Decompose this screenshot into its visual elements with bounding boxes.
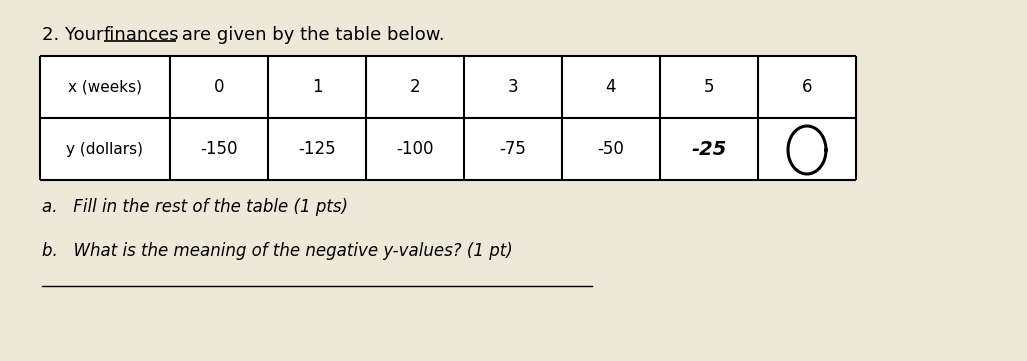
Text: b.   What is the meaning of the negative y-values? (1 pt): b. What is the meaning of the negative y… (42, 242, 512, 260)
Text: x (weeks): x (weeks) (68, 79, 142, 95)
Text: a.   Fill in the rest of the table (1 pts): a. Fill in the rest of the table (1 pts) (42, 198, 348, 216)
Text: 2: 2 (410, 78, 420, 96)
Text: -75: -75 (499, 140, 527, 158)
Text: 3: 3 (507, 78, 519, 96)
Text: finances: finances (104, 26, 180, 44)
Text: 4: 4 (606, 78, 616, 96)
Text: -125: -125 (298, 140, 336, 158)
Text: 5: 5 (703, 78, 714, 96)
Text: 0: 0 (214, 78, 224, 96)
Text: -150: -150 (200, 140, 237, 158)
Text: -25: -25 (691, 139, 727, 158)
Text: y (dollars): y (dollars) (67, 142, 144, 157)
Text: -100: -100 (396, 140, 433, 158)
Text: 6: 6 (802, 78, 812, 96)
Text: 1: 1 (311, 78, 322, 96)
Bar (40, 56, 855, 180)
Text: 2. Your: 2. Your (42, 26, 109, 44)
Text: -50: -50 (598, 140, 624, 158)
Text: are given by the table below.: are given by the table below. (176, 26, 445, 44)
